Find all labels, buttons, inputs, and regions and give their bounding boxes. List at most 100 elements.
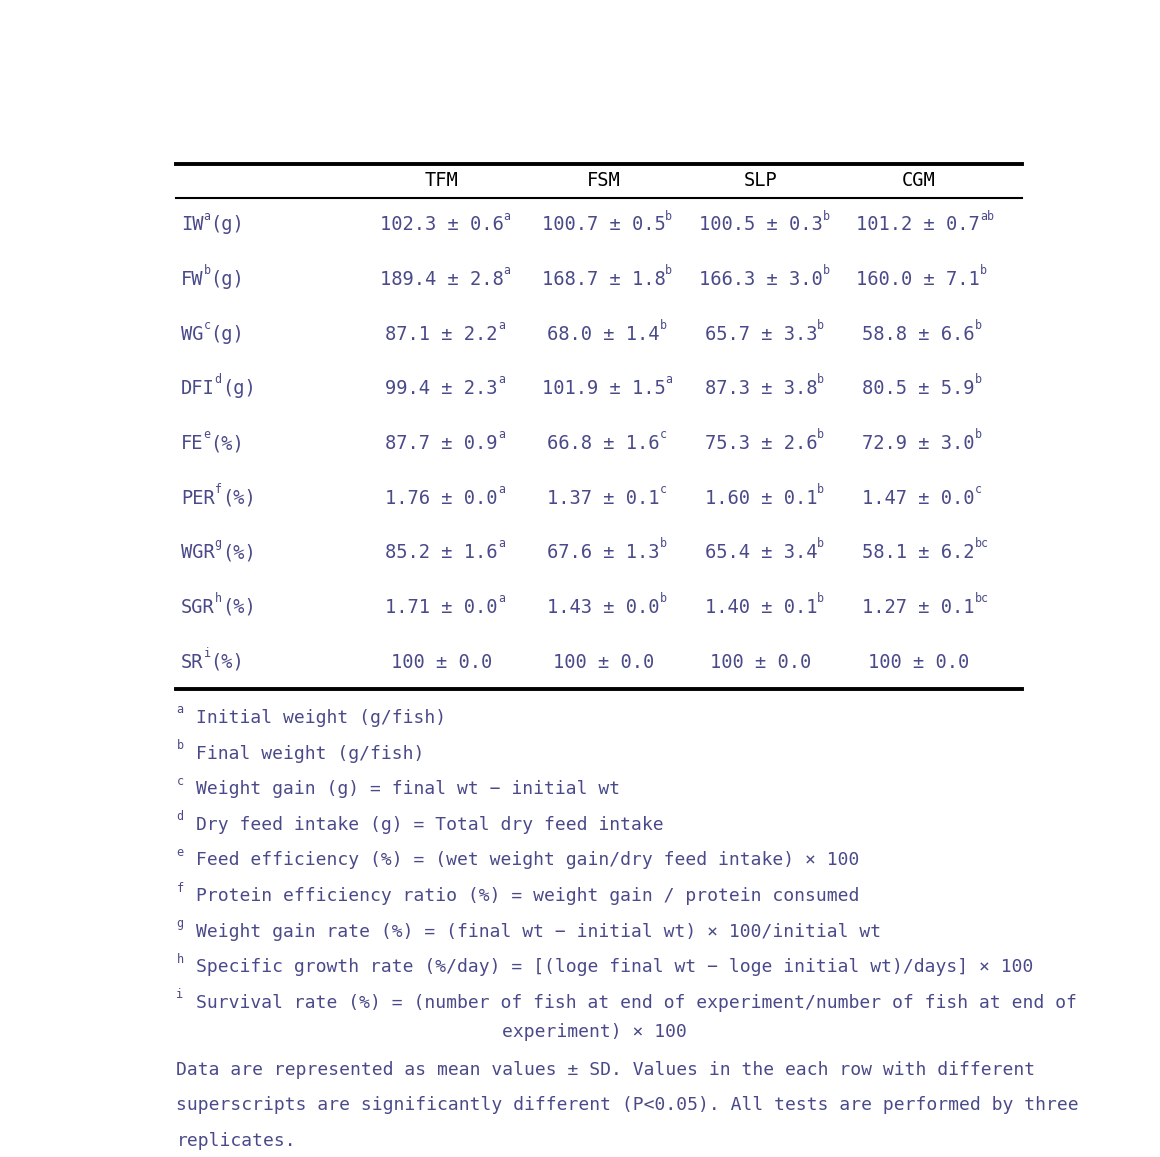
Text: SLP: SLP xyxy=(744,171,777,190)
Text: h: h xyxy=(215,592,222,605)
Text: 166.3 ± 3.0: 166.3 ± 3.0 xyxy=(699,270,822,289)
Text: a: a xyxy=(498,374,505,386)
Text: a: a xyxy=(498,319,505,332)
Text: 68.0 ± 1.4: 68.0 ± 1.4 xyxy=(548,325,660,344)
Text: 80.5 ± 5.9: 80.5 ± 5.9 xyxy=(862,379,974,398)
Text: b: b xyxy=(817,374,824,386)
Text: FW: FW xyxy=(181,270,203,289)
Text: (%): (%) xyxy=(210,434,245,454)
Text: bc: bc xyxy=(974,537,988,551)
Text: b: b xyxy=(817,592,824,605)
Text: 58.8 ± 6.6: 58.8 ± 6.6 xyxy=(862,325,974,344)
Text: 189.4 ± 2.8: 189.4 ± 2.8 xyxy=(379,270,503,289)
Text: FE: FE xyxy=(181,434,203,454)
Text: superscripts are significantly different (P<0.05). All tests are performed by th: superscripts are significantly different… xyxy=(176,1097,1079,1114)
Text: replicates.: replicates. xyxy=(176,1132,296,1150)
Text: 85.2 ± 1.6: 85.2 ± 1.6 xyxy=(385,544,498,562)
Text: b: b xyxy=(817,482,824,495)
Text: bc: bc xyxy=(974,592,988,605)
Text: 100.5 ± 0.3: 100.5 ± 0.3 xyxy=(699,215,822,235)
Text: i: i xyxy=(203,647,210,659)
Text: 160.0 ± 7.1: 160.0 ± 7.1 xyxy=(856,270,980,289)
Text: a: a xyxy=(498,428,505,441)
Text: (%): (%) xyxy=(222,598,255,617)
Text: 65.7 ± 3.3: 65.7 ± 3.3 xyxy=(704,325,817,344)
Text: 67.6 ± 1.3: 67.6 ± 1.3 xyxy=(548,544,660,562)
Text: b: b xyxy=(822,209,829,222)
Text: Protein efficiency ratio (%) = weight gain / protein consumed: Protein efficiency ratio (%) = weight ga… xyxy=(196,887,860,905)
Text: f: f xyxy=(176,882,183,894)
Text: b: b xyxy=(666,264,673,278)
Text: PER: PER xyxy=(181,488,215,508)
Text: b: b xyxy=(176,739,183,752)
Text: ab: ab xyxy=(980,209,994,222)
Text: a: a xyxy=(498,482,505,495)
Text: b: b xyxy=(660,537,667,551)
Text: c: c xyxy=(660,428,667,441)
Text: IW: IW xyxy=(181,215,203,235)
Text: (g): (g) xyxy=(210,270,245,289)
Text: 1.37 ± 0.1: 1.37 ± 0.1 xyxy=(548,488,660,508)
Text: a: a xyxy=(503,264,510,278)
Text: 66.8 ± 1.6: 66.8 ± 1.6 xyxy=(548,434,660,454)
Text: 65.4 ± 3.4: 65.4 ± 3.4 xyxy=(704,544,817,562)
Text: Feed efficiency (%) = (wet weight gain/dry feed intake) × 100: Feed efficiency (%) = (wet weight gain/d… xyxy=(196,852,860,869)
Text: SR: SR xyxy=(181,653,203,671)
Text: Weight gain (g) = final wt − initial wt: Weight gain (g) = final wt − initial wt xyxy=(196,780,621,798)
Text: 1.27 ± 0.1: 1.27 ± 0.1 xyxy=(862,598,974,617)
Text: 58.1 ± 6.2: 58.1 ± 6.2 xyxy=(862,544,974,562)
Text: 102.3 ± 0.6: 102.3 ± 0.6 xyxy=(379,215,503,235)
Text: e: e xyxy=(203,428,210,441)
Text: b: b xyxy=(666,209,673,222)
Text: a: a xyxy=(666,374,673,386)
Text: a: a xyxy=(176,703,183,716)
Text: (g): (g) xyxy=(222,379,255,398)
Text: 100 ± 0.0: 100 ± 0.0 xyxy=(710,653,812,671)
Text: h: h xyxy=(176,953,183,966)
Text: Initial weight (g/fish): Initial weight (g/fish) xyxy=(196,709,447,727)
Text: b: b xyxy=(817,428,824,441)
Text: (g): (g) xyxy=(210,325,245,344)
Text: (%): (%) xyxy=(222,488,255,508)
Text: 87.3 ± 3.8: 87.3 ± 3.8 xyxy=(704,379,817,398)
Text: Dry feed intake (g) = Total dry feed intake: Dry feed intake (g) = Total dry feed int… xyxy=(196,816,664,834)
Text: 87.7 ± 0.9: 87.7 ± 0.9 xyxy=(385,434,498,454)
Text: experiment) × 100: experiment) × 100 xyxy=(502,1023,687,1041)
Text: a: a xyxy=(498,592,505,605)
Text: WGR: WGR xyxy=(181,544,215,562)
Text: 100 ± 0.0: 100 ± 0.0 xyxy=(553,653,654,671)
Text: DFI: DFI xyxy=(181,379,215,398)
Text: f: f xyxy=(215,482,222,495)
Text: 100 ± 0.0: 100 ± 0.0 xyxy=(868,653,969,671)
Text: SGR: SGR xyxy=(181,598,215,617)
Text: 99.4 ± 2.3: 99.4 ± 2.3 xyxy=(385,379,498,398)
Text: b: b xyxy=(817,319,824,332)
Text: 1.76 ± 0.0: 1.76 ± 0.0 xyxy=(385,488,498,508)
Text: b: b xyxy=(974,428,981,441)
Text: 101.2 ± 0.7: 101.2 ± 0.7 xyxy=(856,215,980,235)
Text: c: c xyxy=(203,319,210,332)
Text: b: b xyxy=(974,319,981,332)
Text: c: c xyxy=(176,775,183,788)
Text: 100.7 ± 0.5: 100.7 ± 0.5 xyxy=(542,215,666,235)
Text: Data are represented as mean values ± SD. Values in the each row with different: Data are represented as mean values ± SD… xyxy=(176,1061,1036,1078)
Text: (%): (%) xyxy=(222,544,255,562)
Text: CGM: CGM xyxy=(901,171,935,190)
Text: b: b xyxy=(980,264,987,278)
Text: a: a xyxy=(498,537,505,551)
Text: Survival rate (%) = (number of fish at end of experiment/number of fish at end o: Survival rate (%) = (number of fish at e… xyxy=(196,994,1078,1012)
Text: 1.71 ± 0.0: 1.71 ± 0.0 xyxy=(385,598,498,617)
Text: 100 ± 0.0: 100 ± 0.0 xyxy=(391,653,492,671)
Text: 101.9 ± 1.5: 101.9 ± 1.5 xyxy=(542,379,666,398)
Text: e: e xyxy=(176,846,183,858)
Text: FSM: FSM xyxy=(587,171,621,190)
Text: a: a xyxy=(503,209,510,222)
Text: 1.60 ± 0.1: 1.60 ± 0.1 xyxy=(704,488,817,508)
Text: (g): (g) xyxy=(210,215,245,235)
Text: 72.9 ± 3.0: 72.9 ± 3.0 xyxy=(862,434,974,454)
Text: 1.43 ± 0.0: 1.43 ± 0.0 xyxy=(548,598,660,617)
Text: Specific growth rate (%/day) = [(loge final wt − loge initial wt)/days] × 100: Specific growth rate (%/day) = [(loge fi… xyxy=(196,958,1034,977)
Text: d: d xyxy=(176,810,183,824)
Text: c: c xyxy=(974,482,981,495)
Text: g: g xyxy=(215,537,222,551)
